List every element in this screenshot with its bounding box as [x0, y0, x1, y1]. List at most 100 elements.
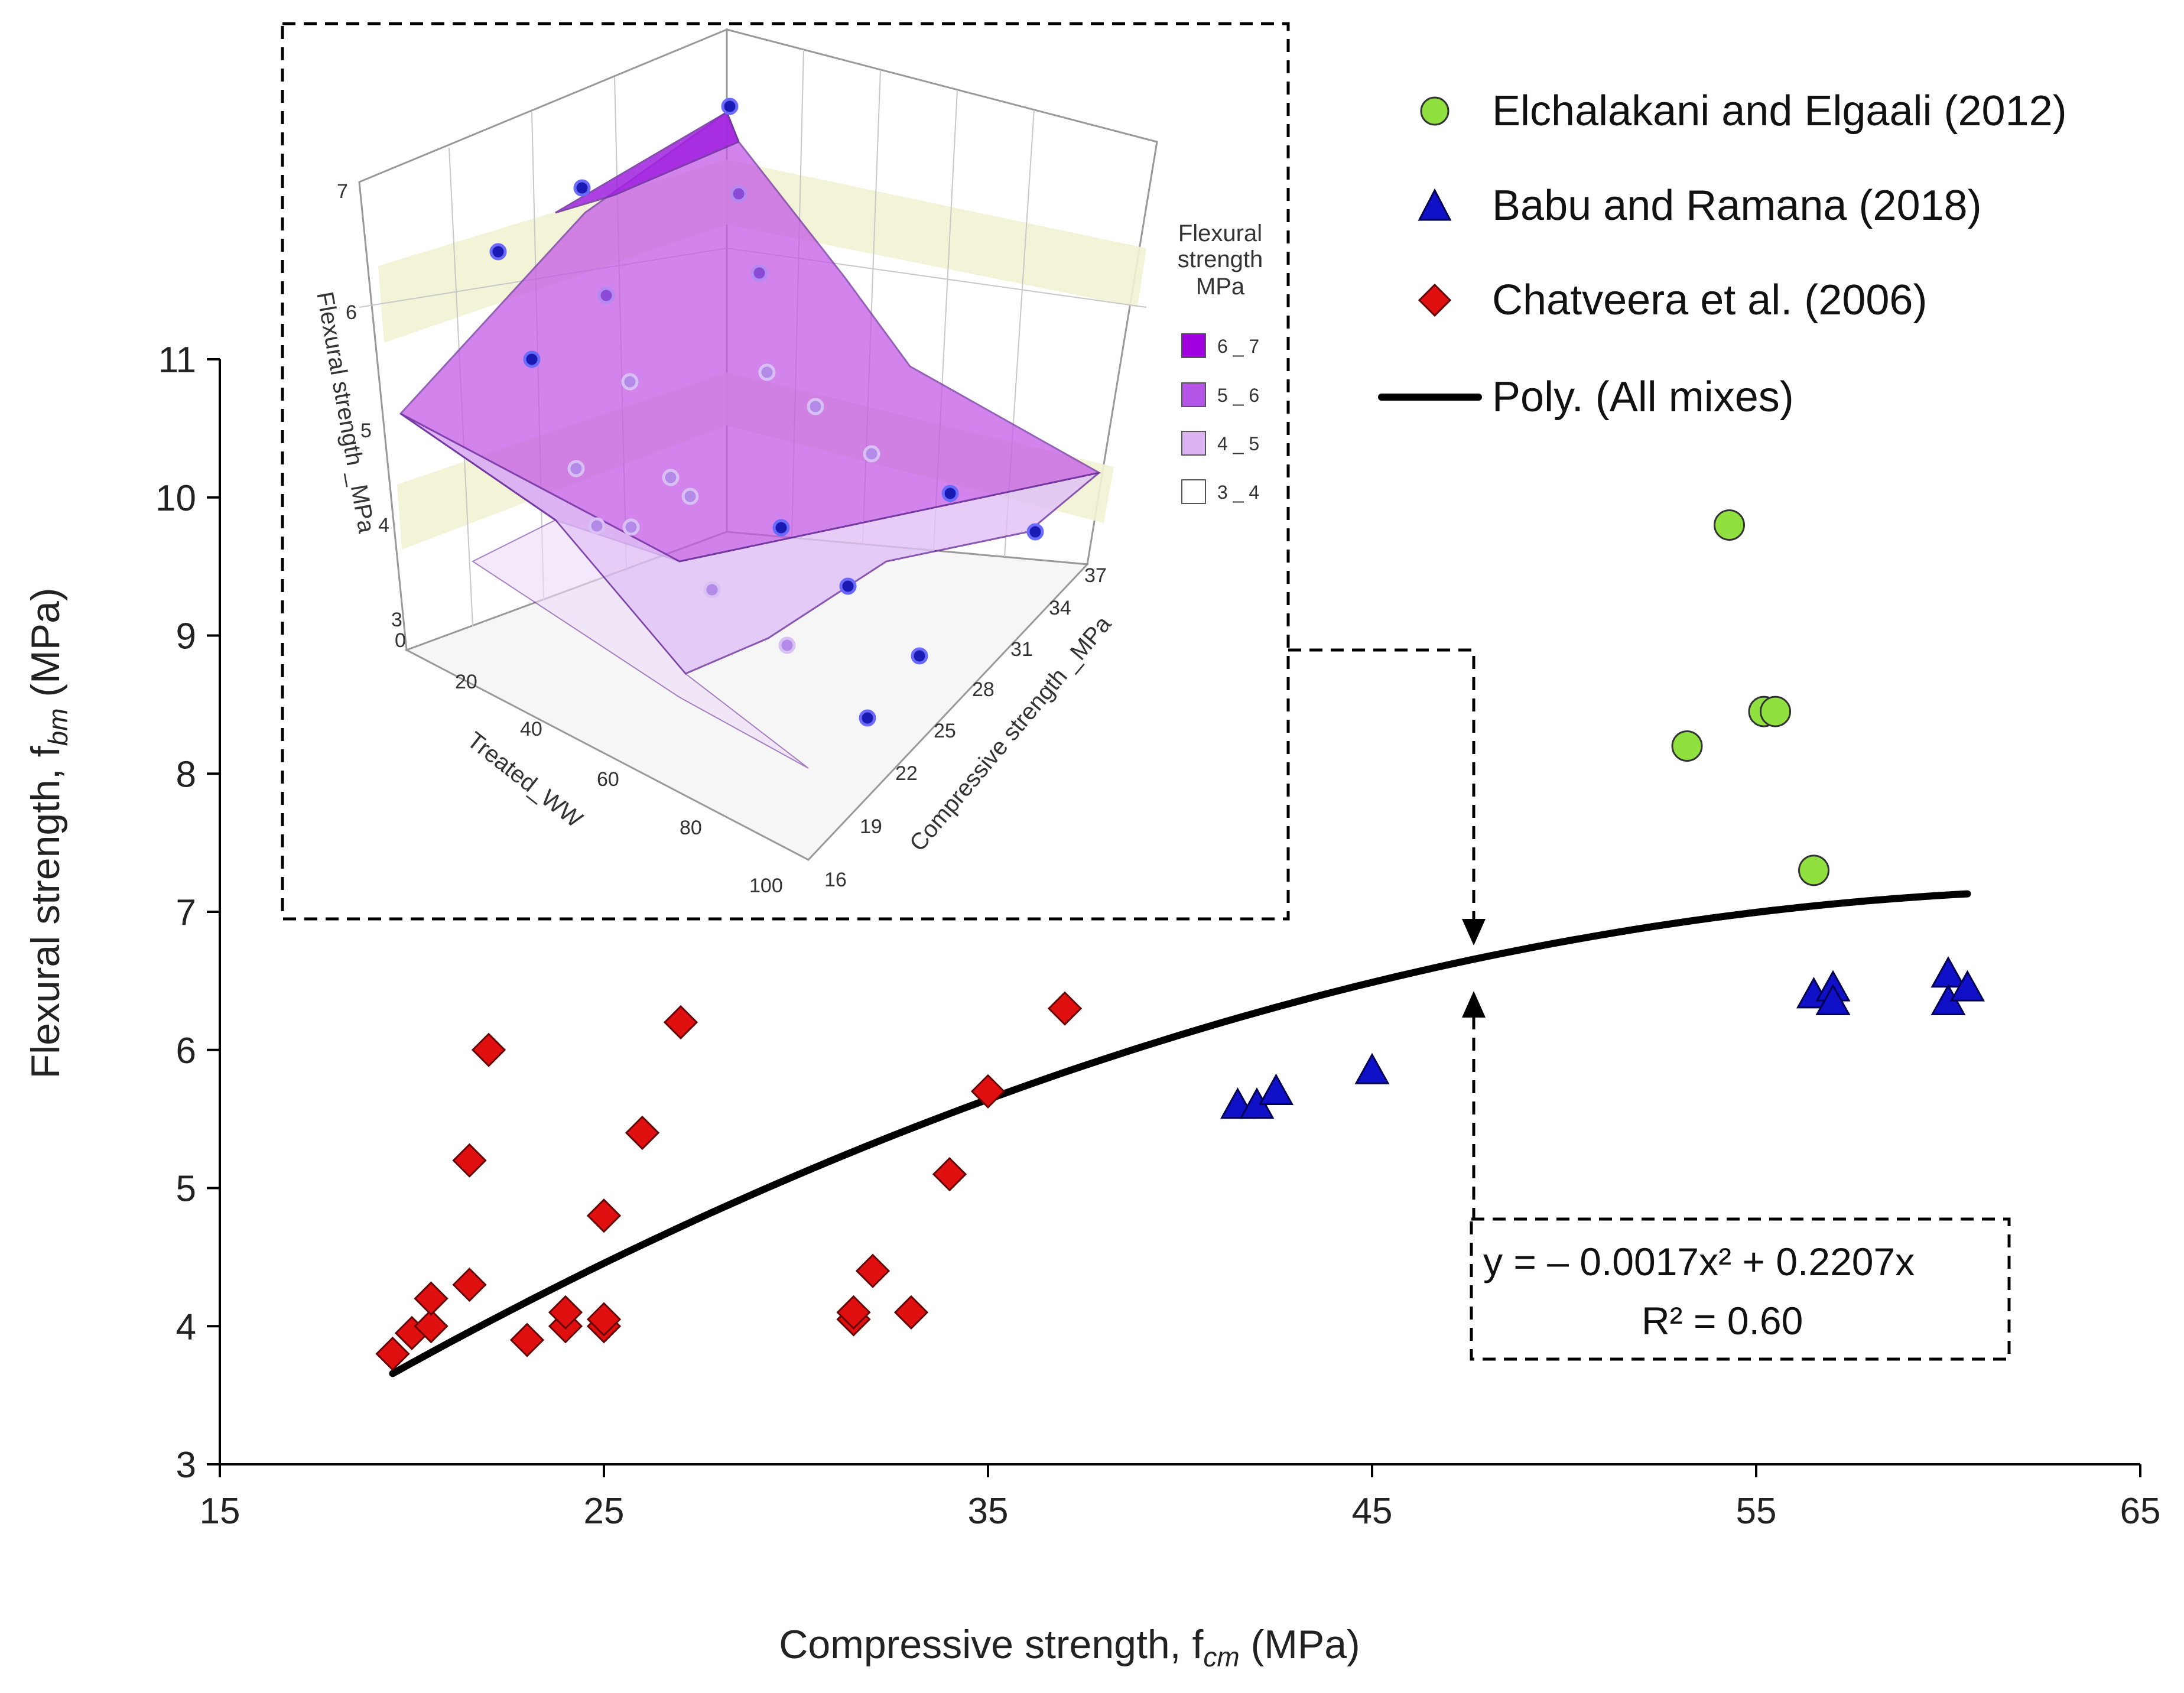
inset-z-ticks: 7 6 5 4 3	[337, 180, 402, 631]
point-babu	[1930, 956, 1966, 988]
inset-x-tick: 20	[455, 671, 477, 693]
point-chatveera	[1047, 991, 1083, 1026]
inset-dot	[807, 398, 824, 415]
connector-arrow-down	[1462, 919, 1486, 945]
inset-legend-title-1: Flexural	[1178, 220, 1262, 246]
trendline-curve	[389, 890, 1971, 1377]
x-axis-title-sub: cm	[1203, 1642, 1239, 1672]
y-axis-title: Flexural strength, fbm (MPa)	[23, 587, 73, 1078]
legend-label-babu: Babu and Ramana (2018)	[1492, 182, 1982, 229]
inset-legend-swatch-6-7	[1181, 333, 1206, 358]
x-axis-title: Compressive strength, fcm (MPa)	[779, 1622, 1360, 1672]
inset-surface-floor	[471, 519, 809, 769]
inset-legend-label: 4 _ 5	[1217, 433, 1259, 454]
point-chatveera	[586, 1302, 622, 1337]
inset-y-tick: 25	[934, 720, 956, 742]
inset-dot	[703, 581, 721, 599]
point-chatveera	[855, 1253, 890, 1288]
point-chatveera	[932, 1157, 967, 1192]
connector-line-top	[1288, 648, 1476, 922]
y-tick-label: 3	[176, 1445, 196, 1486]
inset-dot	[750, 264, 768, 282]
inset-y-tick: 31	[1010, 638, 1033, 661]
x-tick-label: 55	[1736, 1491, 1777, 1532]
point-elchalakani	[1798, 854, 1829, 886]
inset-x-tick: 80	[680, 817, 702, 839]
connector-arrow-up	[1462, 991, 1486, 1018]
inset-dot	[772, 519, 790, 537]
inset-legend: Flexural strength MPa 6 _ 7 5 _ 6 4 _ 5 …	[1178, 220, 1263, 504]
point-chatveera	[414, 1281, 448, 1316]
point-elchalakani	[1671, 730, 1703, 762]
y-tick-label: 4	[176, 1307, 196, 1347]
point-elchalakani	[1714, 509, 1745, 541]
inset-surface-peak	[555, 111, 740, 214]
inset-data-dots	[489, 98, 1044, 727]
inset-dot	[859, 709, 876, 727]
y-tick-label: 5	[176, 1169, 196, 1210]
inset-legend-label: 3 _ 4	[1217, 482, 1259, 503]
y-axis-title-suffix: (MPa)	[23, 587, 68, 708]
inset-legend-title-2: strength	[1178, 246, 1263, 272]
inset-z-tick: 5	[360, 420, 372, 442]
point-babu	[1354, 1052, 1390, 1084]
x-tick-label: 15	[200, 1491, 240, 1532]
x-axis-title-suffix: (MPa)	[1240, 1622, 1360, 1667]
y-tick-label: 11	[158, 340, 196, 381]
inset-legend-swatch-5-6	[1181, 382, 1206, 407]
y-axis-title-sub: bm	[43, 708, 73, 746]
point-elchalakani	[1760, 696, 1791, 727]
y-tick-label: 6	[176, 1031, 196, 1071]
point-babu	[1949, 970, 1985, 1002]
legend-marker-babu	[1418, 188, 1452, 221]
inset-legend-label: 6 _ 7	[1217, 336, 1259, 357]
inset-legend-title-3: MPa	[1196, 274, 1245, 300]
inset-dot	[489, 243, 507, 261]
inset-band-right-1	[727, 160, 1146, 307]
point-chatveera	[548, 1295, 583, 1330]
inset-y-tick: 19	[860, 815, 882, 838]
inset-chart: 7 6 5 4 3 Flexural strength _MPa 0 20 40…	[281, 22, 1290, 921]
point-chatveera	[471, 1032, 506, 1067]
point-chatveera	[375, 1336, 410, 1372]
legend: Elchalakani and Elgaali (2012) Babu and …	[1378, 87, 2067, 421]
inset-x-tick: 100	[749, 875, 783, 897]
inset-dot	[573, 179, 591, 197]
r-squared-text: R² = 0.60	[1642, 1299, 1803, 1343]
inset-z-tick: 4	[378, 514, 389, 537]
x-tick-label: 65	[2120, 1491, 2161, 1532]
inset-legend-label: 5 _ 6	[1217, 385, 1259, 406]
legend-marker-elchalakani	[1420, 96, 1450, 126]
point-chatveera	[452, 1268, 487, 1302]
point-chatveera	[509, 1322, 545, 1357]
inset-dot	[758, 363, 776, 381]
inset-y-tick: 37	[1084, 564, 1107, 587]
y-tick-label: 8	[176, 754, 196, 795]
inset-dot	[662, 469, 680, 486]
inset-x-tick: 60	[597, 768, 619, 791]
dashed-connector	[1288, 648, 1486, 1219]
equation-box-frame	[1470, 1217, 2011, 1361]
inset-dot	[622, 518, 640, 536]
point-chatveera	[414, 1309, 448, 1344]
equation-box: y = – 0.0017x² + 0.2207x R² = 0.60	[1470, 1217, 2011, 1361]
y-axis-title-main: Flexural strength, f	[23, 746, 68, 1078]
point-chatveera	[970, 1074, 1006, 1109]
point-chatveera	[663, 1005, 698, 1040]
point-chatveera	[625, 1115, 660, 1151]
y-tick-label: 10	[155, 478, 196, 519]
x-tick-label: 25	[584, 1491, 625, 1532]
inset-y-ticks: 16 19 22 25 28 31 34 37	[824, 564, 1107, 891]
inset-dot	[588, 517, 606, 535]
inset-y-tick: 34	[1049, 597, 1071, 619]
x-tick-label: 35	[968, 1491, 1009, 1532]
data-points-layer	[375, 509, 1985, 1372]
equation-text: y = – 0.0017x² + 0.2207x	[1483, 1240, 1915, 1283]
point-chatveera	[893, 1295, 929, 1330]
inset-dot	[681, 488, 699, 505]
legend-label-elchalakani: Elchalakani and Elgaali (2012)	[1492, 87, 2067, 135]
point-babu	[1815, 983, 1851, 1016]
x-tick-label: 45	[1352, 1491, 1393, 1532]
inset-dot	[839, 577, 857, 595]
